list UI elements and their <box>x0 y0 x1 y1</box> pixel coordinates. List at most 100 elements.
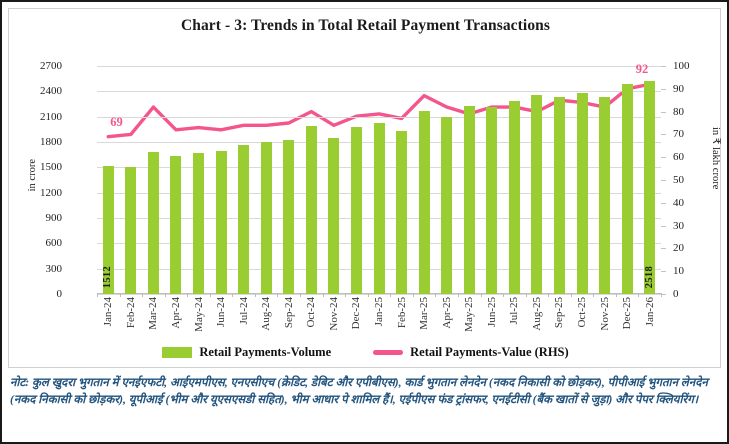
y-axis-tick-label: 900 <box>45 212 63 224</box>
legend-item[interactable]: Retail Payments-Volume <box>162 345 331 360</box>
secondary-y-axis-tick-label: 40 <box>673 196 684 209</box>
secondary-y-axis-tick <box>661 225 666 227</box>
secondary-y-axis-tick <box>661 180 666 181</box>
chart-title: Chart - 3: Trends in Total Retail Paymen… <box>180 17 551 34</box>
x-axis-tick <box>119 293 121 297</box>
bar <box>418 110 430 294</box>
y-axis-tick-label: 300 <box>45 262 63 275</box>
secondary-y-axis-tick-label: 0 <box>673 288 679 300</box>
x-axis-tick-label: Oct-24 <box>305 297 318 328</box>
bar <box>328 137 340 294</box>
bar-value-label: 1512 <box>102 265 114 288</box>
bar <box>441 116 453 294</box>
x-axis-tick-label: Feb-24 <box>124 297 137 329</box>
y-axis-tick-label: 1500 <box>40 161 62 174</box>
chart-card: Chart - 3: Trends in Total Retail Paymen… <box>8 8 721 368</box>
x-axis-tick <box>367 293 369 297</box>
x-axis-tick-label: Dec-24 <box>350 297 363 330</box>
gridline <box>97 294 661 295</box>
x-axis-tick <box>300 293 302 297</box>
x-axis-tick <box>593 293 595 297</box>
legend-item[interactable]: Retail Payments-Value (RHS) <box>373 345 569 360</box>
legend-line-swatch-icon <box>373 350 404 355</box>
y-axis-tick-label: 1800 <box>40 136 62 148</box>
legend-bar-swatch-icon <box>162 347 193 358</box>
x-axis-tick <box>254 293 256 297</box>
x-axis-tick-label: May-25 <box>463 297 476 332</box>
y-axis-tick-label: 1200 <box>40 186 62 199</box>
x-axis-tick-label: Jun-24 <box>215 297 228 327</box>
bar <box>350 127 362 294</box>
secondary-y-axis-tick <box>661 88 666 90</box>
secondary-y-axis-tick-label: 100 <box>673 60 690 72</box>
x-axis-tick <box>615 293 617 297</box>
x-axis-tick-label: Jun-25 <box>485 297 498 327</box>
x-axis-tick <box>412 293 414 297</box>
bar <box>463 105 475 294</box>
gridline <box>97 66 661 67</box>
x-axis-tick-label: Jan-24 <box>102 297 115 327</box>
x-axis-tick-label: Dec-25 <box>621 297 634 330</box>
bar <box>644 81 656 294</box>
x-axis-tick-label: Oct-25 <box>576 297 589 328</box>
bar-value-label: 2518 <box>643 265 655 288</box>
bar <box>283 139 295 294</box>
x-axis-tick-label: Jan-25 <box>373 297 385 327</box>
x-axis-tick-label: May-24 <box>192 297 205 332</box>
right-axis-title: in ₹ lakh crore <box>710 127 721 190</box>
line-value-label: 92 <box>635 62 649 77</box>
secondary-y-axis-tick <box>661 294 666 295</box>
secondary-y-axis-tick <box>661 157 666 159</box>
bar <box>125 166 137 294</box>
x-axis-tick-label: Nov-24 <box>327 297 340 331</box>
x-axis-tick <box>97 293 98 297</box>
gridline <box>97 91 661 93</box>
legend-label: Retail Payments-Volume <box>199 345 332 359</box>
bar <box>305 125 317 294</box>
x-axis-labels: Jan-24 Feb-24 Mar-24 Apr-24 May-24 Jun-24 Jul-… <box>97 293 662 349</box>
line-value-label: 69 <box>110 114 123 129</box>
bar <box>260 142 272 294</box>
bar <box>621 83 633 294</box>
x-axis-tick-label: Aug-25 <box>530 297 543 331</box>
x-axis-tick-label: Sep-24 <box>282 297 295 329</box>
x-axis-tick <box>345 293 347 297</box>
x-axis-tick <box>322 293 324 297</box>
bar <box>553 97 565 294</box>
secondary-y-axis-tick-label: 10 <box>673 265 684 278</box>
bar <box>147 152 159 294</box>
x-axis-tick <box>435 293 437 297</box>
x-axis-tick-label: Jul-25 <box>508 297 521 325</box>
secondary-y-axis-tick-label: 90 <box>673 82 684 95</box>
x-axis-tick <box>661 293 662 297</box>
x-axis-tick-label: Apr-25 <box>440 297 453 329</box>
bar <box>396 131 408 294</box>
x-axis-tick-label: Mar-24 <box>147 297 160 330</box>
legend-label: Retail Payments-Value (RHS) <box>410 345 569 359</box>
x-axis-tick-label: Mar-25 <box>418 297 431 330</box>
bar <box>531 94 543 294</box>
bar <box>102 166 114 294</box>
bar <box>486 107 498 294</box>
chart-legend: Retail Payments-Volume Retail Payments-Va… <box>9 345 722 360</box>
x-axis-tick <box>525 293 527 297</box>
x-axis-tick <box>457 293 459 297</box>
x-axis-tick-label: Feb-25 <box>395 297 408 329</box>
bar <box>238 144 250 294</box>
secondary-y-axis-tick-label: 50 <box>673 174 684 186</box>
x-axis-tick-label: Jul-24 <box>237 297 250 325</box>
plot-area: 1512 2518 69 92 <box>97 62 661 295</box>
secondary-y-axis-tick <box>661 134 666 136</box>
x-axis-tick <box>503 293 505 297</box>
x-axis-tick-label: Aug-24 <box>260 297 273 331</box>
secondary-y-axis-tick <box>661 271 666 273</box>
bar <box>508 101 520 294</box>
secondary-y-axis-tick <box>661 248 666 250</box>
bar <box>193 152 205 294</box>
secondary-y-axis-tick-label: 60 <box>673 151 684 164</box>
bar <box>599 97 611 294</box>
y-axis-tick-label: 2100 <box>40 110 62 123</box>
secondary-y-axis-tick-label: 80 <box>673 105 684 118</box>
x-axis-tick-label: Nov-25 <box>598 297 611 331</box>
